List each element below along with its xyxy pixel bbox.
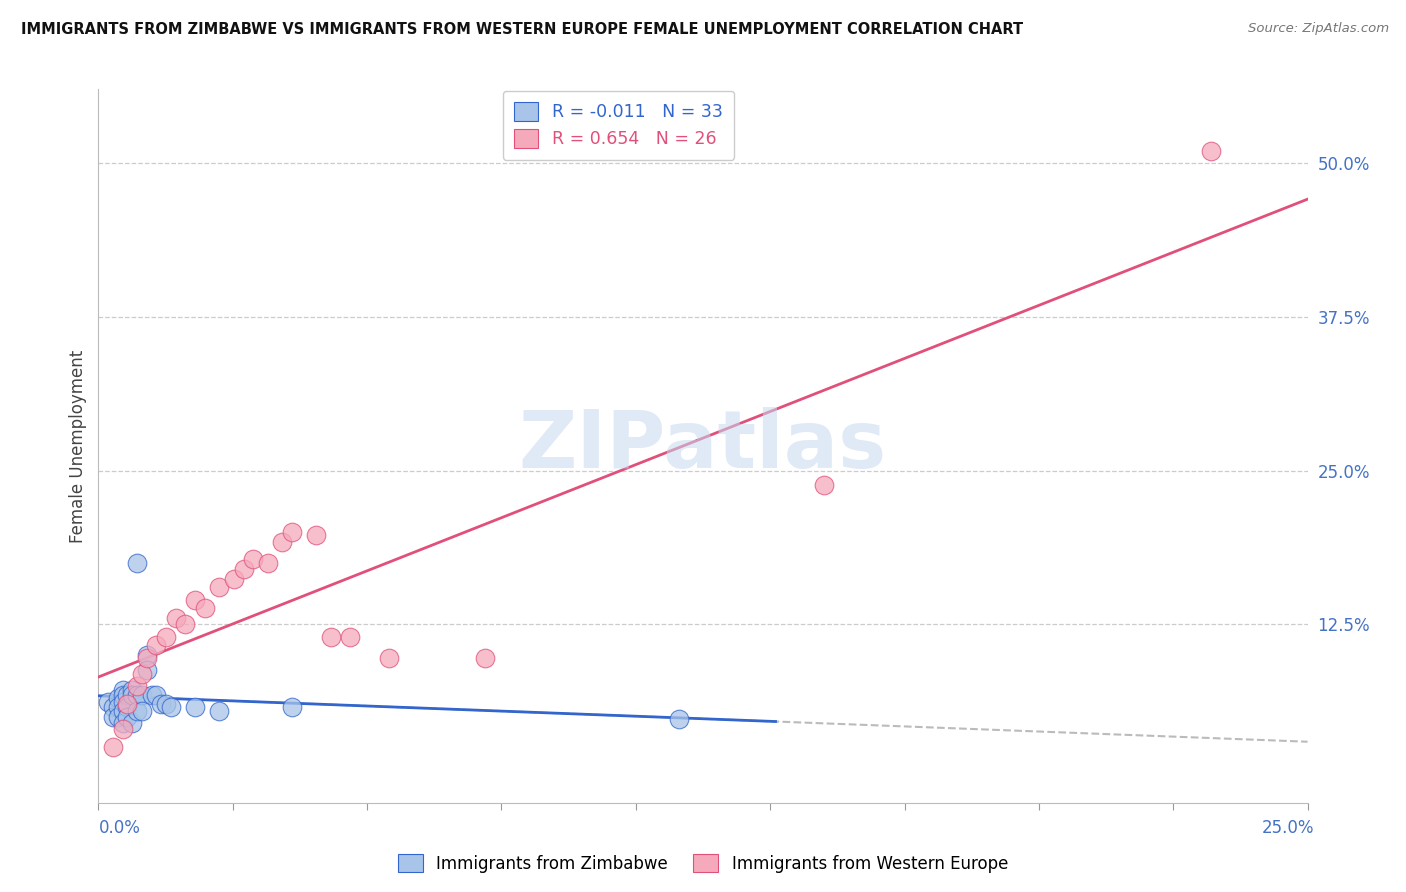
Point <box>127 688 149 702</box>
Point <box>208 704 231 718</box>
Point <box>107 691 129 706</box>
Point <box>145 688 167 702</box>
Point <box>101 699 124 714</box>
Point <box>121 682 143 697</box>
Point <box>111 695 134 709</box>
Point <box>101 740 124 755</box>
Point <box>668 712 690 726</box>
Point <box>117 699 139 714</box>
Point <box>135 650 157 665</box>
Point <box>111 688 134 702</box>
Point <box>339 630 361 644</box>
Point <box>184 592 207 607</box>
Point <box>101 709 124 723</box>
Text: Source: ZipAtlas.com: Source: ZipAtlas.com <box>1249 22 1389 36</box>
Text: IMMIGRANTS FROM ZIMBABWE VS IMMIGRANTS FROM WESTERN EUROPE FEMALE UNEMPLOYMENT C: IMMIGRANTS FROM ZIMBABWE VS IMMIGRANTS F… <box>21 22 1024 37</box>
Point <box>160 699 183 714</box>
Point <box>155 630 177 644</box>
Text: ZIPatlas: ZIPatlas <box>519 407 887 485</box>
Point <box>474 650 496 665</box>
Point <box>117 709 139 723</box>
Point <box>131 704 153 718</box>
Point <box>131 688 153 702</box>
Point <box>377 650 399 665</box>
Text: 0.0%: 0.0% <box>98 819 141 837</box>
Point <box>150 698 173 712</box>
Point <box>111 722 134 736</box>
Point <box>135 663 157 677</box>
Point <box>127 704 149 718</box>
Point <box>145 638 167 652</box>
Point <box>165 611 187 625</box>
Point <box>155 698 177 712</box>
Legend: R = -0.011   N = 33, R = 0.654   N = 26: R = -0.011 N = 33, R = 0.654 N = 26 <box>502 91 734 160</box>
Point <box>208 581 231 595</box>
Point <box>813 478 835 492</box>
Point <box>222 572 245 586</box>
Point <box>1199 144 1222 158</box>
Point <box>111 715 134 730</box>
Text: 25.0%: 25.0% <box>1263 819 1315 837</box>
Y-axis label: Female Unemployment: Female Unemployment <box>69 350 87 542</box>
Point <box>121 715 143 730</box>
Point <box>111 704 134 718</box>
Point <box>117 698 139 712</box>
Point <box>131 666 153 681</box>
Point <box>281 699 304 714</box>
Point <box>107 699 129 714</box>
Point <box>232 562 254 576</box>
Point <box>141 688 163 702</box>
Point <box>256 556 278 570</box>
Point <box>271 535 294 549</box>
Point <box>135 648 157 662</box>
Point <box>127 556 149 570</box>
Point <box>184 699 207 714</box>
Point <box>127 679 149 693</box>
Point <box>97 695 120 709</box>
Point <box>117 688 139 702</box>
Point <box>194 601 217 615</box>
Point <box>281 525 304 540</box>
Legend: Immigrants from Zimbabwe, Immigrants from Western Europe: Immigrants from Zimbabwe, Immigrants fro… <box>391 847 1015 880</box>
Point <box>319 630 342 644</box>
Point <box>107 709 129 723</box>
Point <box>305 527 328 541</box>
Point <box>242 552 264 566</box>
Point <box>174 617 197 632</box>
Point <box>111 682 134 697</box>
Point <box>121 688 143 702</box>
